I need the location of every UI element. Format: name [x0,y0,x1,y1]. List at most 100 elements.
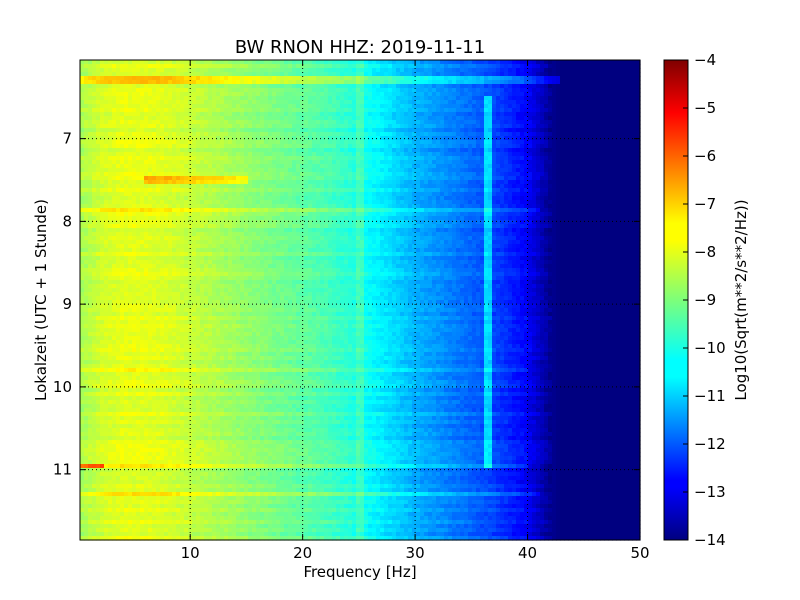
heatmap-cell [356,64,361,69]
heatmap-cell [440,64,445,69]
heatmap-cell [548,80,553,85]
heatmap-cell [280,116,285,121]
heatmap-cell [252,88,257,93]
heatmap-cell [172,108,177,113]
heatmap-cell [328,144,333,149]
heatmap-cell [192,64,197,69]
heatmap-cell [364,180,369,185]
heatmap-cell [572,140,577,145]
heatmap-cell [264,120,269,125]
heatmap-cell [576,108,581,113]
heatmap-cell [228,140,233,145]
heatmap-cell [584,76,589,81]
heatmap-cell [508,112,513,117]
heatmap-cell [228,116,233,121]
heatmap-cell [224,76,229,81]
heatmap-cell [220,156,225,161]
heatmap-cell [296,136,301,141]
heatmap-cell [416,164,421,169]
heatmap-cell [532,112,537,117]
heatmap-cell [224,104,229,109]
heatmap-cell [288,140,293,145]
heatmap-cell [532,128,537,133]
heatmap-cell [588,68,593,73]
heatmap-cell [80,140,85,145]
heatmap-cell [632,124,637,129]
heatmap-cell [588,112,593,117]
heatmap-cell [576,64,581,69]
heatmap-cell [120,100,125,105]
heatmap-cell [148,188,153,193]
heatmap-cell [236,76,241,81]
heatmap-cell [632,88,637,93]
heatmap-cell [288,108,293,113]
heatmap-cell [528,92,533,97]
heatmap-cell [336,116,341,121]
heatmap-cell [348,60,353,65]
heatmap-cell [352,104,357,109]
heatmap-cell [508,72,513,77]
heatmap-cell [412,136,417,141]
heatmap-cell [148,200,153,205]
heatmap-cell [140,180,145,185]
heatmap-cell [184,136,189,141]
heatmap-cell [552,64,557,69]
heatmap-cell [616,92,621,97]
heatmap-cell [464,144,469,149]
heatmap-cell [400,192,405,197]
heatmap-cell [180,156,185,161]
heatmap-cell [396,116,401,121]
heatmap-cell [456,76,461,81]
heatmap-cell [508,172,513,177]
heatmap-cell [412,176,417,181]
heatmap-cell [356,168,361,173]
heatmap-cell [224,148,229,153]
heatmap-cell [600,160,605,165]
heatmap-cell [228,184,233,189]
heatmap-cell [348,68,353,73]
heatmap-cell [600,92,605,97]
heatmap-cell [332,200,337,205]
heatmap-cell [284,140,289,145]
heatmap-cell [136,96,141,101]
heatmap-cell [240,148,245,153]
heatmap-cell [500,100,505,105]
heatmap-cell [536,172,541,177]
heatmap-cell [380,184,385,189]
heatmap-cell [540,160,545,165]
heatmap-cell [300,180,305,185]
heatmap-cell [240,144,245,149]
heatmap-cell [320,180,325,185]
heatmap-cell [160,180,165,185]
heatmap-cell [564,132,569,137]
heatmap-cell [300,172,305,177]
heatmap-cell [80,116,85,121]
heatmap-cell [636,108,641,113]
heatmap-cell [420,108,425,113]
heatmap-cell [344,128,349,133]
heatmap-cell [576,120,581,125]
heatmap-cell [588,148,593,153]
heatmap-cell [264,192,269,197]
heatmap-cell [352,96,357,101]
heatmap-cell [636,64,641,69]
heatmap-cell [176,80,181,85]
heatmap-cell [432,108,437,113]
heatmap-cell [168,76,173,81]
heatmap-cell [144,188,149,193]
heatmap-cell [340,132,345,137]
heatmap-cell [176,92,181,97]
heatmap-cell [608,152,613,157]
heatmap-cell [356,72,361,77]
heatmap-cell [340,144,345,149]
heatmap-cell [104,168,109,173]
heatmap-cell [404,160,409,165]
heatmap-cell [572,124,577,129]
heatmap-cell [548,180,553,185]
heatmap-cell [268,148,273,153]
heatmap-cell [264,76,269,81]
heatmap-cell [488,120,493,125]
heatmap-cell [276,88,281,93]
heatmap-cell [408,180,413,185]
heatmap-cell [376,172,381,177]
